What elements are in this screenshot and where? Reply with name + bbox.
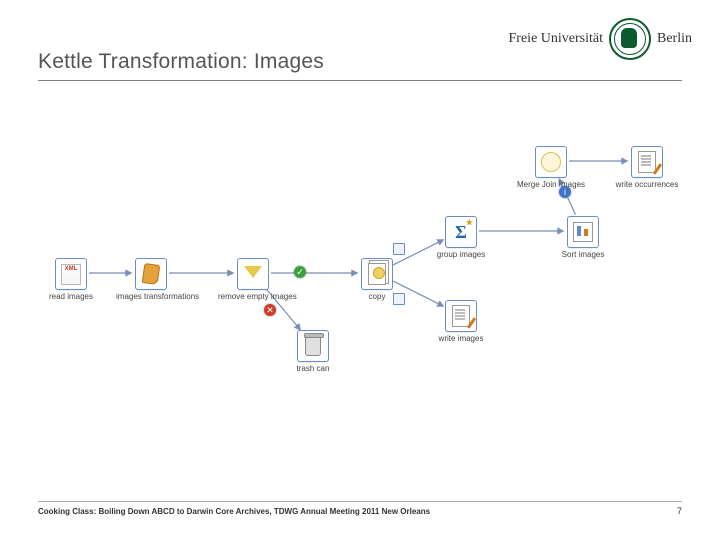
info-badge-icon: i <box>559 186 571 198</box>
copy-icon <box>361 258 393 290</box>
step-wimg[interactable]: write images <box>426 300 496 344</box>
step-xform[interactable]: images transformations <box>116 258 186 302</box>
step-label: write occurrences <box>612 180 682 190</box>
transformation-canvas: XML read images images transformations remo… <box>0 0 720 540</box>
step-label: write images <box>426 334 496 344</box>
step-label: read images <box>36 292 106 302</box>
boot-icon <box>135 258 167 290</box>
cross-badge-icon: ✕ <box>264 304 276 316</box>
step-wocc[interactable]: write occurrences <box>612 146 682 190</box>
step-label: Sort images <box>548 250 618 260</box>
doc-icon <box>445 300 477 332</box>
step-sort[interactable]: Sort images <box>548 216 618 260</box>
step-label: remove empty images <box>218 292 288 302</box>
step-filter[interactable]: remove empty images <box>218 258 288 302</box>
footer-text: Cooking Class: Boiling Down ABCD to Darw… <box>38 507 430 516</box>
footer-rule <box>38 501 682 502</box>
check-badge-icon: ✓ <box>294 266 306 278</box>
step-label: trash can <box>278 364 348 374</box>
distribute-hop-icon <box>393 293 405 305</box>
step-group[interactable]: Σgroup images <box>426 216 496 260</box>
sigma-icon: Σ <box>445 216 477 248</box>
sort-icon <box>567 216 599 248</box>
step-read[interactable]: XML read images <box>36 258 106 302</box>
xml-icon: XML <box>55 258 87 290</box>
trash-icon <box>297 330 329 362</box>
page-number: 7 <box>677 506 682 516</box>
distribute-hop-icon <box>393 243 405 255</box>
step-label: group images <box>426 250 496 260</box>
step-label: Merge Join Images <box>516 180 586 190</box>
merge-icon <box>535 146 567 178</box>
filter-icon <box>237 258 269 290</box>
doc-icon <box>631 146 663 178</box>
step-trash[interactable]: trash can <box>278 330 348 374</box>
step-label: images transformations <box>116 292 186 302</box>
step-merge[interactable]: Merge Join Images <box>516 146 586 190</box>
